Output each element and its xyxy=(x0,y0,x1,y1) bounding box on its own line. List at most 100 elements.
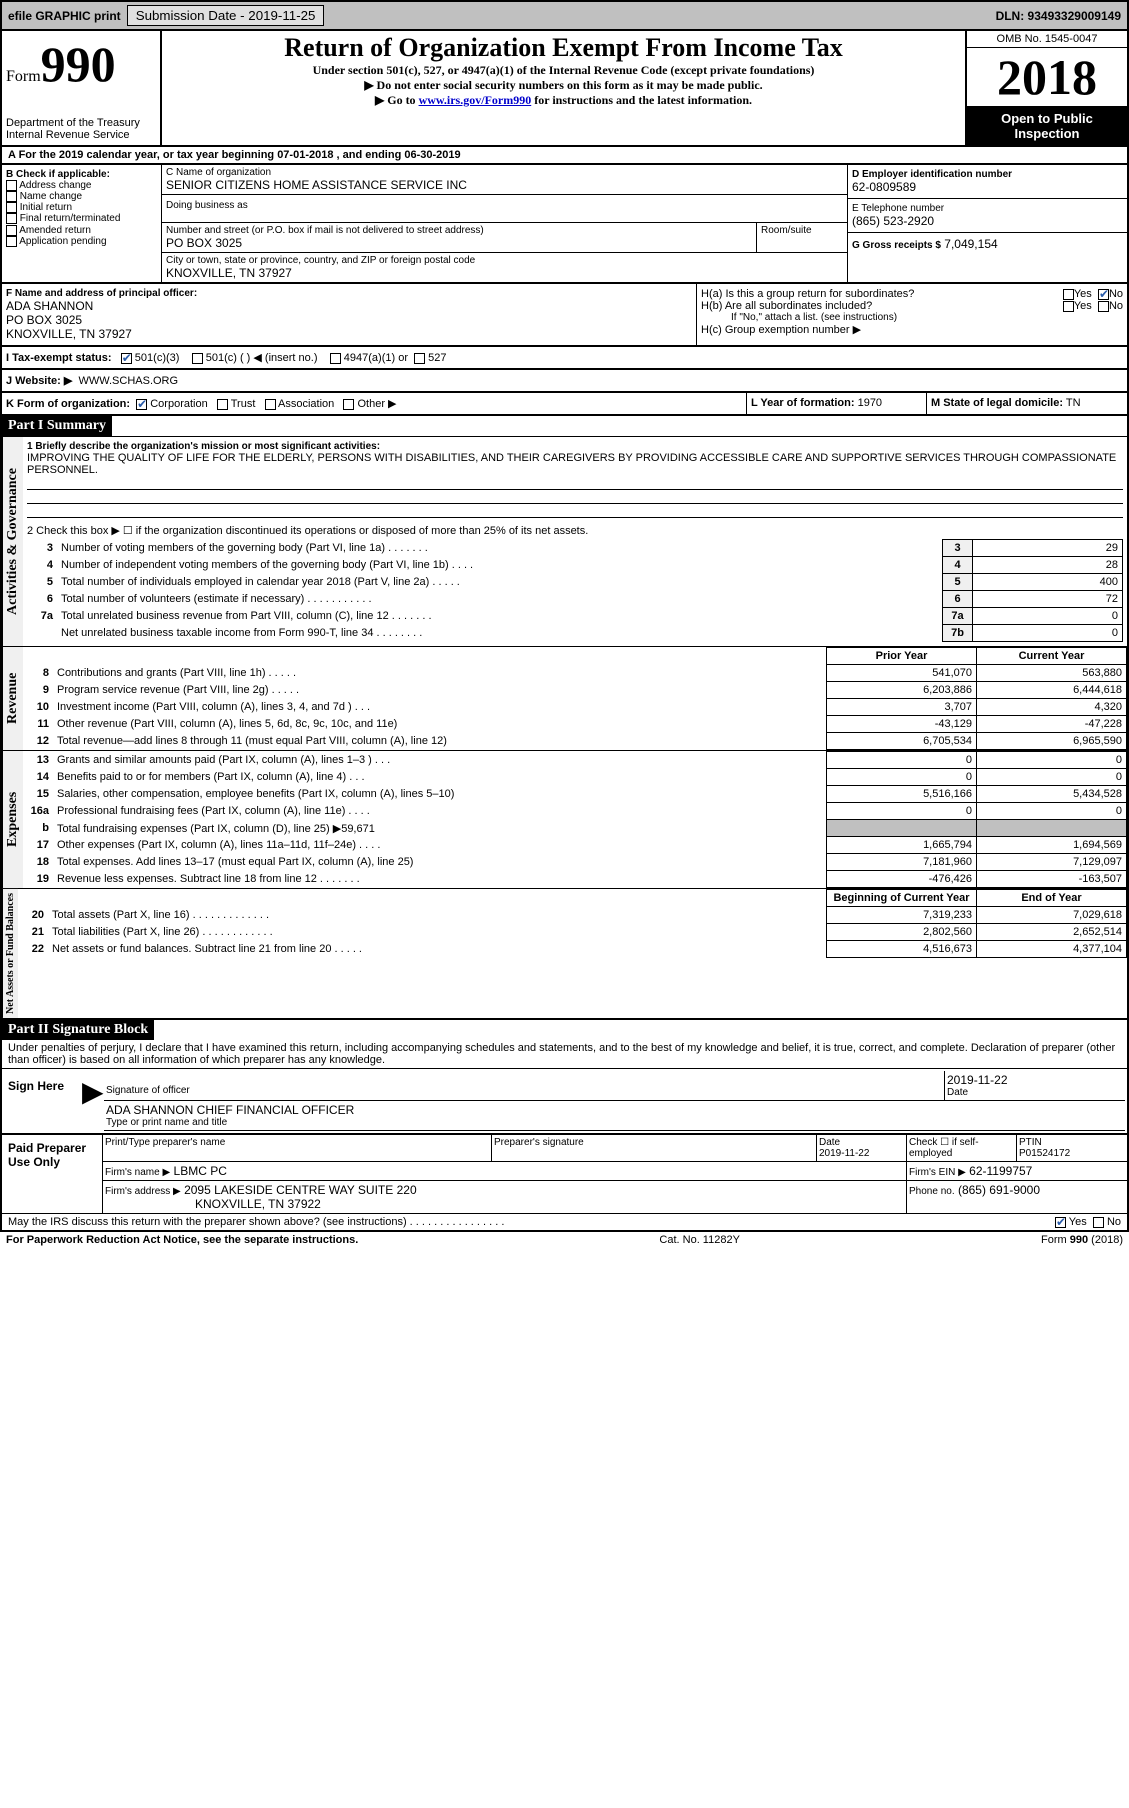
summary-row: 3 Number of voting members of the govern… xyxy=(27,540,1123,557)
box-b-option[interactable]: Name change xyxy=(6,191,157,202)
box-b-option[interactable]: Initial return xyxy=(6,202,157,213)
website-value: WWW.SCHAS.ORG xyxy=(78,375,178,387)
line1-label: 1 Briefly describe the organization's mi… xyxy=(27,441,1123,452)
prep-name-label: Print/Type preparer's name xyxy=(103,1135,492,1161)
box-e-label: E Telephone number xyxy=(852,203,1123,214)
dba-label: Doing business as xyxy=(166,200,248,211)
summary-row: 10 Investment income (Part VIII, column … xyxy=(23,699,1127,716)
discuss-no-checkbox[interactable] xyxy=(1093,1217,1104,1228)
open-inspection: Open to Public Inspection xyxy=(967,107,1127,145)
date-label: Date xyxy=(947,1087,1123,1098)
discuss-label: May the IRS discuss this return with the… xyxy=(8,1216,1055,1228)
box-j: J Website: ▶ WWW.SCHAS.ORG xyxy=(0,370,1129,393)
summary-row: 18 Total expenses. Add lines 13–17 (must… xyxy=(23,854,1127,871)
form-number: Form990 xyxy=(6,35,156,93)
room-label: Room/suite xyxy=(757,223,847,252)
side-revenue: Revenue xyxy=(2,647,23,750)
box-i: I Tax-exempt status: 501(c)(3) 501(c) ( … xyxy=(0,347,1129,370)
paid-preparer-label: Paid Preparer Use Only xyxy=(2,1135,102,1213)
summary-row: 9 Program service revenue (Part VIII, li… xyxy=(23,682,1127,699)
summary-row: 14 Benefits paid to or for members (Part… xyxy=(23,769,1127,786)
form990-link[interactable]: www.irs.gov/Form990 xyxy=(419,93,532,107)
summary-row: 15 Salaries, other compensation, employe… xyxy=(23,786,1127,803)
part1: Part I Summary Activities & Governance 1… xyxy=(0,416,1129,1020)
part2-header: Part II Signature Block xyxy=(2,1020,154,1040)
501c3-checkbox[interactable] xyxy=(121,353,132,364)
period-a: A For the 2019 calendar year, or tax yea… xyxy=(0,147,1129,165)
dept-label: Department of the Treasury xyxy=(6,117,156,129)
501c-checkbox[interactable] xyxy=(192,353,203,364)
summary-row: b Total fundraising expenses (Part IX, c… xyxy=(23,820,1127,837)
box-hb-note: If "No," attach a list. (see instruction… xyxy=(701,312,1123,323)
officer-addr1: PO BOX 3025 xyxy=(6,313,692,327)
box-b-option[interactable]: Amended return xyxy=(6,225,157,236)
527-checkbox[interactable] xyxy=(414,353,425,364)
summary-row: 19 Revenue less expenses. Subtract line … xyxy=(23,871,1127,888)
ein-value: 62-0809589 xyxy=(852,180,1123,194)
tax-year: 2018 xyxy=(967,48,1127,107)
gross-receipts: 7,049,154 xyxy=(944,237,997,251)
part1-header: Part I Summary xyxy=(2,416,112,436)
box-d-label: D Employer identification number xyxy=(852,169,1123,180)
box-f-label: F Name and address of principal officer: xyxy=(6,288,692,299)
sig-date: 2019-11-22 xyxy=(947,1073,1123,1087)
top-bar: efile GRAPHIC print Submission Date - 20… xyxy=(0,0,1129,31)
subtitle-2: ▶ Do not enter social security numbers o… xyxy=(166,78,961,93)
side-netassets: Net Assets or Fund Balances xyxy=(2,889,18,1018)
4947-checkbox[interactable] xyxy=(330,353,341,364)
summary-row: 16a Professional fundraising fees (Part … xyxy=(23,803,1127,820)
subtitle-1: Under section 501(c), 527, or 4947(a)(1)… xyxy=(166,63,961,78)
discuss-yes-checkbox[interactable] xyxy=(1055,1217,1066,1228)
summary-row: 5 Total number of individuals employed i… xyxy=(27,574,1123,591)
summary-row: 6 Total number of volunteers (estimate i… xyxy=(27,591,1123,608)
form-header: Form990 Department of the Treasury Inter… xyxy=(0,31,1129,147)
officer-printed: ADA SHANNON CHIEF FINANCIAL OFFICER xyxy=(106,1103,1123,1117)
irs-label: Internal Revenue Service xyxy=(6,129,156,141)
line2: 2 Check this box ▶ ☐ if the organization… xyxy=(27,524,1123,537)
identity-block: B Check if applicable: Address change Na… xyxy=(0,165,1129,284)
addr-label: Number and street (or P.O. box if mail i… xyxy=(166,225,752,236)
box-klm: K Form of organization: Corporation Trus… xyxy=(0,393,1129,416)
side-expenses: Expenses xyxy=(2,751,23,888)
summary-row: 7a Total unrelated business revenue from… xyxy=(27,608,1123,625)
omb-label: OMB No. 1545-0047 xyxy=(967,31,1127,48)
submission-date-button[interactable]: Submission Date - 2019-11-25 xyxy=(127,5,325,26)
box-ha: H(a) Is this a group return for subordin… xyxy=(701,288,1123,300)
sign-here-label: Sign Here xyxy=(2,1069,82,1133)
city-label: City or town, state or province, country… xyxy=(166,255,843,266)
box-k-option[interactable]: Association xyxy=(265,398,344,410)
officer-type-label: Type or print name and title xyxy=(106,1117,1123,1128)
box-hc: H(c) Group exemption number ▶ xyxy=(701,323,1123,336)
summary-row: 12 Total revenue—add lines 8 through 11 … xyxy=(23,733,1127,750)
box-k-option[interactable]: Corporation xyxy=(136,398,217,410)
org-address: PO BOX 3025 xyxy=(166,236,752,250)
org-name: SENIOR CITIZENS HOME ASSISTANCE SERVICE … xyxy=(166,178,843,192)
sig-officer-label: Signature of officer xyxy=(106,1085,942,1096)
box-k-option[interactable]: Trust xyxy=(217,398,265,410)
officer-name: ADA SHANNON xyxy=(6,299,692,313)
phone-value: (865) 523-2920 xyxy=(852,214,1123,228)
box-b-option[interactable]: Application pending xyxy=(6,236,157,247)
summary-row: 17 Other expenses (Part IX, column (A), … xyxy=(23,837,1127,854)
summary-row: 11 Other revenue (Part VIII, column (A),… xyxy=(23,716,1127,733)
page-footer: For Paperwork Reduction Act Notice, see … xyxy=(0,1232,1129,1248)
box-g-label: G Gross receipts $ xyxy=(852,240,941,251)
box-k-option[interactable]: Other ▶ xyxy=(343,398,405,410)
summary-row: 21 Total liabilities (Part X, line 26) .… xyxy=(18,924,1127,941)
box-b-label: B Check if applicable: xyxy=(6,169,157,180)
summary-row: 8 Contributions and grants (Part VIII, l… xyxy=(23,665,1127,682)
part2: Part II Signature Block Under penalties … xyxy=(0,1020,1129,1232)
declaration: Under penalties of perjury, I declare th… xyxy=(2,1040,1127,1068)
prep-sig-label: Preparer's signature xyxy=(492,1135,817,1161)
box-b-options: Address change Name change Initial retur… xyxy=(6,180,157,247)
efile-label: efile GRAPHIC print xyxy=(8,9,121,23)
summary-row: Net unrelated business taxable income fr… xyxy=(27,625,1123,642)
officer-block: F Name and address of principal officer:… xyxy=(0,284,1129,347)
summary-row: 20 Total assets (Part X, line 16) . . . … xyxy=(18,907,1127,924)
box-c-label: C Name of organization xyxy=(166,167,843,178)
box-b-option[interactable]: Address change xyxy=(6,180,157,191)
box-b-option[interactable]: Final return/terminated xyxy=(6,213,157,224)
mission-text: IMPROVING THE QUALITY OF LIFE FOR THE EL… xyxy=(27,452,1123,476)
sign-arrow-icon: ▶ xyxy=(82,1069,102,1133)
summary-row: 22 Net assets or fund balances. Subtract… xyxy=(18,941,1127,958)
